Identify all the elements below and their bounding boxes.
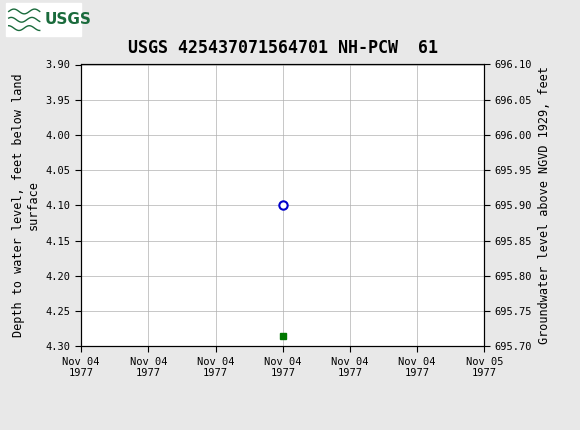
Title: USGS 425437071564701 NH-PCW  61: USGS 425437071564701 NH-PCW 61 (128, 40, 438, 57)
Text: USGS: USGS (45, 12, 92, 27)
FancyBboxPatch shape (6, 3, 81, 37)
Y-axis label: Depth to water level, feet below land
surface: Depth to water level, feet below land su… (12, 74, 40, 337)
Y-axis label: Groundwater level above NGVD 1929, feet: Groundwater level above NGVD 1929, feet (538, 66, 551, 344)
